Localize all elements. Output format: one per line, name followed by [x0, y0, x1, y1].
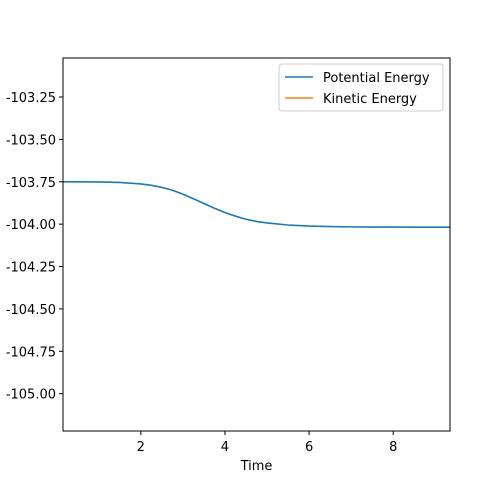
legend: Potential Energy Kinetic Energy	[278, 63, 444, 112]
legend-label: Kinetic Energy	[323, 92, 417, 107]
y-tick-label: -103.50	[6, 133, 56, 148]
y-tick-label: -105.00	[6, 388, 56, 403]
x-tick-label: 2	[137, 440, 145, 455]
series-line-0	[63, 180, 450, 229]
y-tick-label: -104.75	[6, 345, 56, 360]
y-tick-label: -103.25	[6, 91, 56, 106]
legend-box	[278, 63, 444, 112]
y-tick-label: -104.25	[6, 261, 56, 276]
x-tick-label: 6	[305, 440, 313, 455]
y-tick-label: -103.75	[6, 176, 56, 191]
series-layer	[63, 180, 450, 229]
y-axis: -103.25 -103.50 -103.75 -104.00 -104.25 -104.…	[6, 91, 63, 403]
x-axis: 2 4 6 8	[137, 431, 397, 455]
y-tick-label: -104.00	[6, 218, 56, 233]
x-tick-label: 4	[221, 440, 229, 455]
x-tick-label: 8	[389, 440, 397, 455]
legend-label: Potential Energy	[323, 71, 430, 86]
y-tick-label: -104.50	[6, 303, 56, 318]
x-axis-label: Time	[240, 459, 273, 474]
plot-frame	[62, 57, 451, 432]
